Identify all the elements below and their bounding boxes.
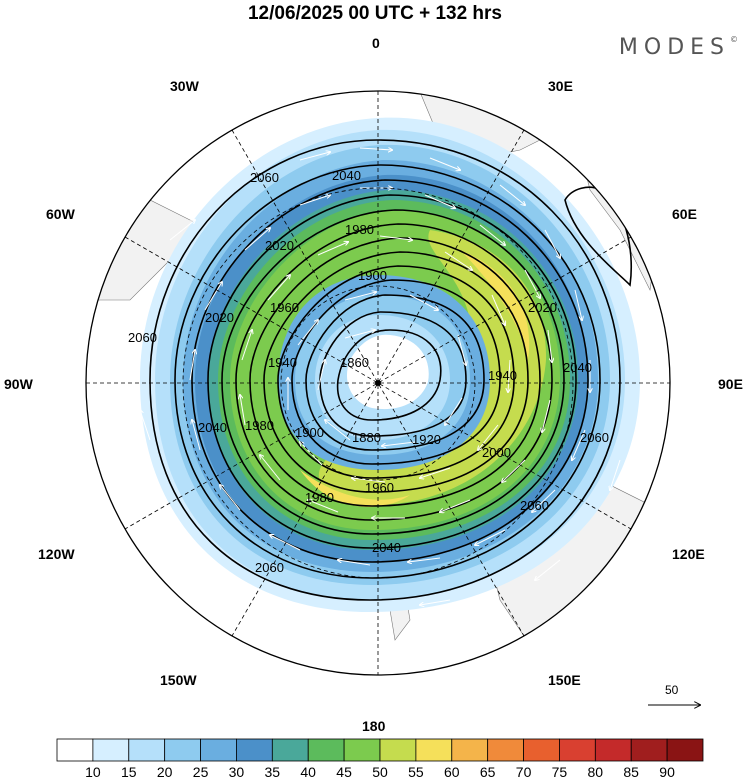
contour-label: 2060 bbox=[520, 498, 549, 513]
colorbar-swatch bbox=[56, 738, 94, 762]
contour-label: 1940 bbox=[268, 355, 297, 370]
contour-label: 2060 bbox=[580, 430, 609, 445]
colorbar-tick-label: 45 bbox=[336, 764, 352, 780]
contour-label: 1980 bbox=[305, 490, 334, 505]
contour-label: 1960 bbox=[365, 480, 394, 495]
lon-label-120e: 120E bbox=[672, 546, 705, 562]
colorbar-swatch bbox=[128, 738, 166, 762]
colorbar-swatch bbox=[200, 738, 237, 762]
contour-label: 2040 bbox=[198, 420, 227, 435]
copyright-mark: © bbox=[730, 35, 738, 44]
lon-label-90w: 90W bbox=[4, 376, 33, 392]
contour-label: 2020 bbox=[265, 238, 294, 253]
colorbar-tick-label: 15 bbox=[121, 764, 137, 780]
colorbar-tick-label: 30 bbox=[228, 764, 245, 780]
colorbar-tick-label: 25 bbox=[192, 764, 209, 780]
colorbar-swatch bbox=[523, 738, 560, 762]
contour-label: 2040 bbox=[372, 540, 401, 555]
colorbar-swatch bbox=[594, 738, 632, 762]
contour-label: 1980 bbox=[345, 222, 374, 237]
lon-label-30w: 30W bbox=[170, 78, 199, 94]
colorbar-tick-label: 55 bbox=[408, 764, 424, 780]
contour-label: 2040 bbox=[563, 360, 592, 375]
colorbar-swatch bbox=[451, 738, 489, 762]
lon-label-60e: 60E bbox=[672, 206, 697, 222]
colorbar-tick-label: 20 bbox=[156, 764, 173, 780]
contour-label: 1900 bbox=[358, 268, 387, 283]
brand-text: MODES bbox=[618, 35, 730, 60]
lon-label-180: 180 bbox=[362, 718, 386, 734]
contour-label: 1980 bbox=[245, 418, 274, 433]
colorbar bbox=[56, 738, 704, 762]
colorbar-tick-label: 80 bbox=[587, 764, 604, 780]
colorbar-tick-label: 75 bbox=[551, 764, 568, 780]
contour-label: 1920 bbox=[412, 432, 441, 447]
contour-label: 2060 bbox=[250, 170, 279, 185]
colorbar-tick-label: 50 bbox=[372, 764, 388, 780]
colorbar-swatch bbox=[236, 738, 273, 762]
contour-label: 1860 bbox=[340, 355, 369, 370]
lon-label-60w: 60W bbox=[46, 206, 75, 222]
colorbar-tick-label: 35 bbox=[264, 764, 281, 780]
colorbar-tick-label: 70 bbox=[515, 764, 532, 780]
contour-label: 2040 bbox=[332, 168, 361, 183]
contour-label: 1900 bbox=[295, 425, 324, 440]
contour-label: 1940 bbox=[488, 368, 517, 383]
graticule bbox=[86, 91, 670, 675]
colorbar-tick-label: 40 bbox=[300, 764, 316, 780]
colorbar-tick-label: 65 bbox=[479, 764, 496, 780]
height-contours bbox=[149, 139, 633, 601]
colorbar-tick-label: 90 bbox=[659, 764, 675, 780]
lon-label-120w: 120W bbox=[38, 546, 75, 562]
colorbar-swatch bbox=[343, 738, 381, 762]
lon-label-150e: 150E bbox=[548, 672, 581, 688]
colorbar-swatch bbox=[666, 738, 704, 762]
lon-label-0: 0 bbox=[372, 35, 380, 51]
contour-label: 2020 bbox=[528, 300, 557, 315]
globe-interior bbox=[86, 91, 670, 675]
wind-vectors bbox=[140, 148, 621, 605]
colorbar-swatch bbox=[92, 738, 130, 762]
contour-label: 2000 bbox=[482, 445, 511, 460]
colorbar-tick-label: 10 bbox=[85, 764, 101, 780]
lon-label-90e: 90E bbox=[718, 376, 743, 392]
wind-speed-shading bbox=[140, 117, 640, 613]
colorbar-swatch bbox=[630, 738, 668, 762]
colorbar-tick-label: 85 bbox=[623, 764, 639, 780]
reference-vector-label: 50 bbox=[665, 683, 679, 697]
globe-boundary bbox=[85, 90, 671, 676]
contour-label: 2060 bbox=[128, 330, 157, 345]
lon-label-150w: 150W bbox=[160, 672, 197, 688]
colorbar-swatch bbox=[379, 738, 417, 762]
colorbar-swatch bbox=[559, 738, 596, 762]
colorbar-swatch bbox=[307, 738, 345, 762]
contour-label: 1960 bbox=[270, 300, 299, 315]
modes-logo: MODES© bbox=[619, 35, 738, 60]
contour-label: 2020 bbox=[205, 310, 234, 325]
contour-label: 2060 bbox=[255, 560, 284, 575]
lon-label-30e: 30E bbox=[548, 78, 573, 94]
colorbar-swatch bbox=[271, 738, 309, 762]
map-title: 12/06/2025 00 UTC + 132 hrs bbox=[247, 3, 503, 24]
contour-label: 1880 bbox=[352, 430, 381, 445]
colorbar-tick-label: 60 bbox=[444, 764, 460, 780]
colorbar-swatch bbox=[415, 738, 453, 762]
colorbar-swatch bbox=[487, 738, 524, 762]
colorbar-swatch bbox=[164, 738, 201, 762]
